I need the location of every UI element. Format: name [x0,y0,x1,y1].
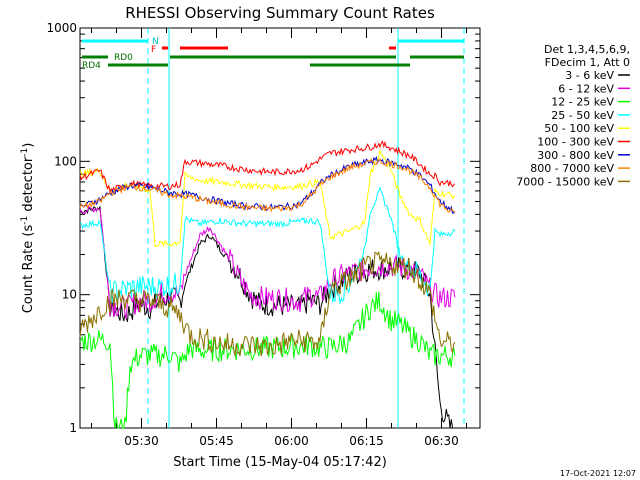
legend: Det 1,3,4,5,6,9, FDecim 1, Att 0 3 - 6 k… [516,43,630,188]
y-tick-label: 1 [69,421,77,435]
legend-label-100-300-keV: 100 - 300 keV [537,136,614,149]
series-layer [79,140,456,429]
plot-frame [79,27,481,429]
legend-header-1: Det 1,3,4,5,6,9, [544,43,630,56]
legend-label-300-800-keV: 300 - 800 keV [537,149,614,162]
legend-label-7000-15000-keV: 7000 - 15000 keV [516,175,614,188]
legend-label-3-6-keV: 3 - 6 keV [565,69,614,82]
legend-label-6-12-keV: 6 - 12 keV [558,82,614,95]
y-tick-label: 10 [62,288,77,302]
series-line-100-300-keV [79,140,456,194]
legend-label-50-100-keV: 50 - 100 keV [544,122,614,135]
series-line-300-800-keV [79,155,456,214]
timestamp: 17-Oct-2021 12:07 [560,469,636,478]
rd0-flag-label: RD0 [114,53,133,63]
x-tick-label: 06:30 [424,434,459,448]
observing-flags: N F RD0 RD4 [82,28,465,428]
rd4-flag-label: RD4 [82,61,101,71]
night-flag-label: N [152,37,159,47]
x-axis: 05:30 05:45 06:00 06:15 06:30 [91,28,467,448]
legend-label-25-50-keV: 25 - 50 keV [551,109,614,122]
series-line-800-7000-keV [79,157,456,214]
y-axis: 1 10 100 1000 [46,21,480,435]
flare-flag-label: F [151,45,156,55]
x-tick-label: 06:15 [349,434,384,448]
legend-header-2: FDecim 1, Att 0 [545,56,630,69]
y-tick-label: 100 [54,154,77,168]
legend-label-800-7000-keV: 800 - 7000 keV [530,162,614,175]
y-tick-label: 1000 [46,21,77,35]
series-line-12-25-keV [79,291,456,429]
series-line-7000-15000-keV [79,250,456,357]
legend-label-12-25-keV: 12 - 25 keV [551,96,614,109]
x-tick-label: 06:00 [274,434,309,448]
series-line-25-50-keV [79,186,456,304]
x-axis-label: Start Time (15-May-04 05:17:42) [173,455,387,470]
series-line-6-12-keV [79,205,456,320]
chart-title: RHESSI Observing Summary Count Rates [125,4,435,22]
x-tick-label: 05:45 [199,434,234,448]
series-line-50-100-keV [79,149,456,248]
y-axis-label: Count Rate (s-1 detector-1) [20,143,36,314]
x-tick-label: 05:30 [124,434,159,448]
